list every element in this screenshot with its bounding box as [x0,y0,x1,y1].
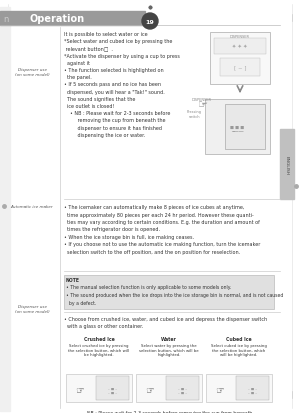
Text: ☞: ☞ [215,385,224,395]
Text: with a glass or other container.: with a glass or other container. [64,324,143,329]
Text: time approximately 80 pieces per each 24 hr period. However these quanti-: time approximately 80 pieces per each 24… [64,212,254,217]
Text: dispensed, you will hear a "Tak!" sound.: dispensed, you will hear a "Tak!" sound. [64,89,165,95]
Text: • If 5 seconds pass and no ice has been: • If 5 seconds pass and no ice has been [64,82,161,87]
Text: relevant button□  .: relevant button□ . [64,46,113,51]
Text: • If you choose not to use the automatic ice making function, turn the icemaker: • If you choose not to use the automatic… [64,242,260,247]
Text: DISPENSER: DISPENSER [230,35,250,39]
Text: against it: against it [64,61,90,66]
Text: Operation: Operation [30,14,85,24]
Text: • Choose from crushed ice, water, and cubed ice and depress the dispenser switch: • Choose from crushed ice, water, and cu… [64,316,267,321]
Text: removing the cup from beneath the: removing the cup from beneath the [64,118,166,123]
Bar [64,275,274,309]
Text: *Select water and cubed ice by pressing the: *Select water and cubed ice by pressing … [64,39,172,44]
Text: ties may vary according to certain conditions. E.g. the duration and amount of: ties may vary according to certain condi… [64,219,260,224]
Text: ■ ■ ■
─────: ■ ■ ■ ───── [230,126,244,134]
Bar [214,39,266,55]
Text: Crushed Ice: Crushed Ice [84,336,114,341]
Text: Automatic ice maker: Automatic ice maker [11,204,53,209]
Text: Dispenser use
(on some model): Dispenser use (on some model) [15,68,50,76]
Text: n: n [3,14,8,24]
Text: ENGLISH: ENGLISH [285,155,289,174]
Circle shape [142,14,158,30]
Bar [136,374,202,402]
Bar [66,374,132,402]
Text: the panel.: the panel. [64,75,92,80]
Bar [0,8,10,411]
Bar [0,12,145,26]
Bar [210,33,270,85]
Text: *Activate the dispenser by using a cup to press: *Activate the dispenser by using a cup t… [64,53,180,59]
Text: [ ~ ]: [ ~ ] [234,65,246,70]
Text: NB : Please wait for 2-3 seconds before removing the cup from beneath
         t: NB : Please wait for 2-3 seconds before … [87,410,253,413]
Text: • The manual selection function is only applicable to some models only.: • The manual selection function is only … [66,285,231,290]
Text: ☞: ☞ [198,100,208,110]
Text: The sound signifies that the: The sound signifies that the [64,97,135,102]
Bar [96,376,129,400]
Bar [206,374,272,402]
Bar [225,105,265,150]
Text: by a defect.: by a defect. [66,300,96,305]
Text: Water: Water [161,336,177,341]
Text: • When the ice storage bin is full, ice making ceases.: • When the ice storage bin is full, ice … [64,235,194,240]
Text: DISPENSER: DISPENSER [192,98,212,102]
Bar [280,130,294,199]
Text: Select cubed ice by pressing
the selection button, which
will be highlighted.: Select cubed ice by pressing the selecti… [211,343,267,356]
Text: • The sound produced when the ice drops into the ice storage bin is normal, and : • The sound produced when the ice drops … [66,292,283,297]
Bar [205,100,270,154]
Text: times the refrigerator door is opened.: times the refrigerator door is opened. [64,227,160,232]
Text: Select water by pressing the
selection button, which will be
highlighted.: Select water by pressing the selection b… [139,343,199,356]
Text: Cubed Ice: Cubed Ice [226,336,252,341]
Text: • The function selected is highlighted on: • The function selected is highlighted o… [64,68,164,73]
Bar [236,376,269,400]
Text: – ■ –
– ■ –: – ■ – – ■ – [178,386,187,394]
Bar [166,376,199,400]
Text: selection switch to the off position, and the on position for reselection.: selection switch to the off position, an… [64,249,240,254]
Text: – ■ –
– ■ –: – ■ – – ■ – [248,386,257,394]
Text: ice outlet is closed!: ice outlet is closed! [64,104,115,109]
Text: • NB : Please wait for 2-3 seconds before: • NB : Please wait for 2-3 seconds befor… [64,111,170,116]
Text: – ■ –
– ■ –: – ■ – – ■ – [108,386,117,394]
Text: • The icemaker can automatically make 8 pieces of ice cubes at anytime,: • The icemaker can automatically make 8 … [64,204,244,209]
Text: dispenser to ensure it has finished: dispenser to ensure it has finished [64,125,162,130]
Text: Select crushed ice by pressing
the selection button, which will
be highlighted.: Select crushed ice by pressing the selec… [68,343,130,356]
Text: ☞: ☞ [75,385,84,395]
Text: NOTE: NOTE [66,277,80,282]
Text: ☞: ☞ [145,385,154,395]
Text: dispensing the ice or water.: dispensing the ice or water. [64,133,145,138]
Text: Dispenser use
(on some model): Dispenser use (on some model) [15,304,50,313]
Text: It is possible to select water or ice: It is possible to select water or ice [64,32,148,37]
Text: 19: 19 [146,19,154,24]
Bar [220,59,260,77]
Text: Pressing
switch: Pressing switch [187,110,202,118]
Text: ✦ ✦ ✦: ✦ ✦ ✦ [232,44,248,50]
